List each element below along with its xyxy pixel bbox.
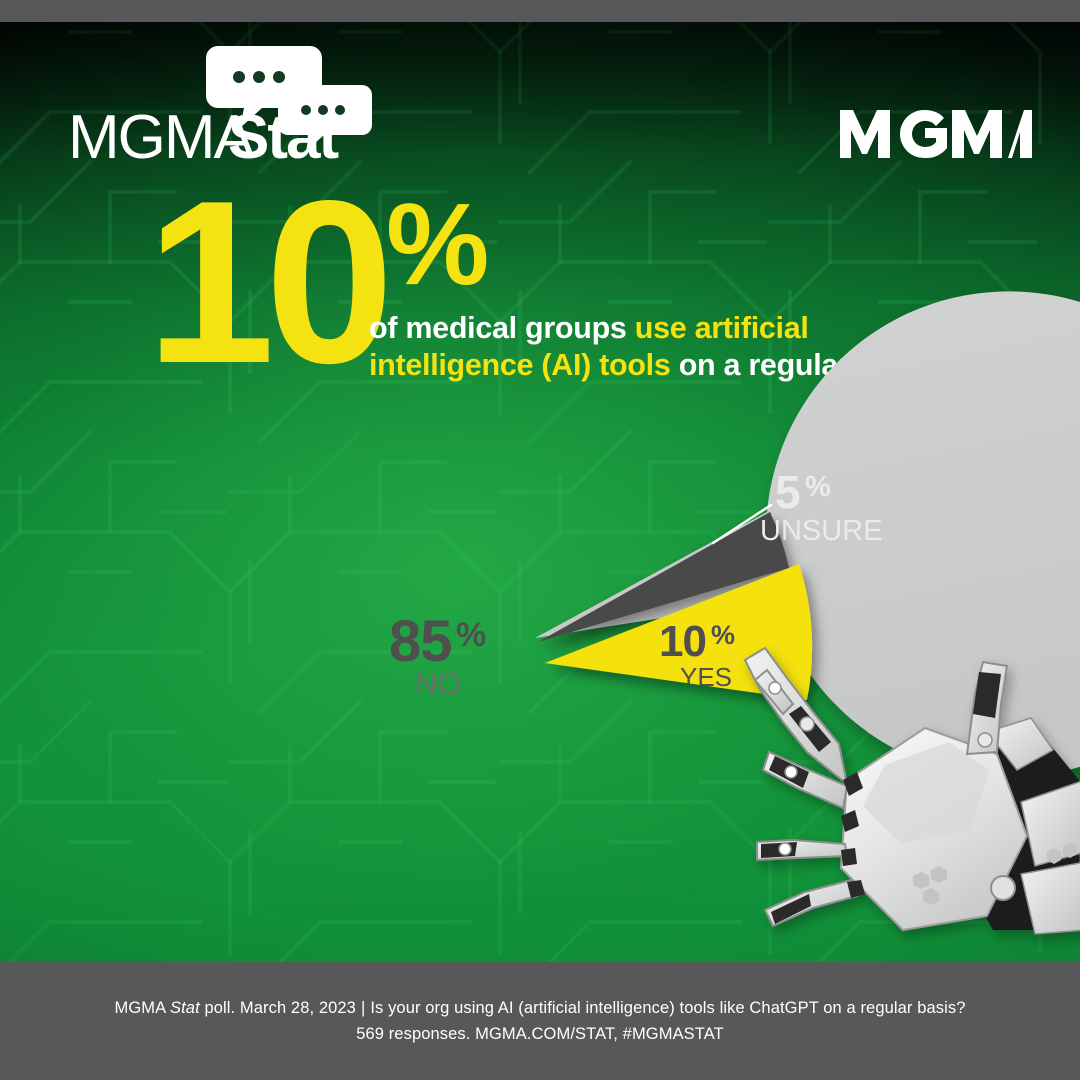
top-chrome-bar bbox=[0, 0, 1080, 22]
bottom-chrome-bar bbox=[0, 962, 1080, 1080]
pie-label-yes-text: YES bbox=[680, 662, 732, 692]
pie-label-no-text: NO bbox=[415, 666, 462, 701]
pie-label-yes-percent: % bbox=[711, 620, 735, 650]
pie-label-unsure-value: 5 bbox=[775, 466, 800, 518]
footer-separator: | bbox=[360, 998, 366, 1017]
footer-source-rest: poll. March 28, 2023 bbox=[199, 998, 356, 1017]
pie-label-yes-value: 10 bbox=[659, 617, 706, 666]
footer-question: Is your org using AI (artificial intelli… bbox=[370, 998, 966, 1017]
pie-label-unsure-text: UNSURE bbox=[760, 515, 882, 547]
pie-label-unsure-percent: % bbox=[805, 471, 831, 503]
footer-source-prefix: MGMA bbox=[114, 998, 170, 1017]
footer-source: MGMA Stat poll. March 28, 2023 | Is your o… bbox=[0, 962, 1080, 1080]
footer-line-1: MGMA Stat poll. March 28, 2023 | Is your o… bbox=[114, 998, 965, 1019]
footer-source-italic: Stat bbox=[170, 998, 200, 1017]
pie-label-no-percent: % bbox=[456, 616, 486, 654]
pie-label-no-value: 85 bbox=[389, 609, 452, 674]
pie-label-no: 85 % NO bbox=[389, 609, 486, 701]
robot-hand-icon bbox=[735, 630, 1080, 965]
footer-line-2: 569 responses. MGMA.COM/STAT, #MGMASTAT bbox=[356, 1024, 724, 1043]
